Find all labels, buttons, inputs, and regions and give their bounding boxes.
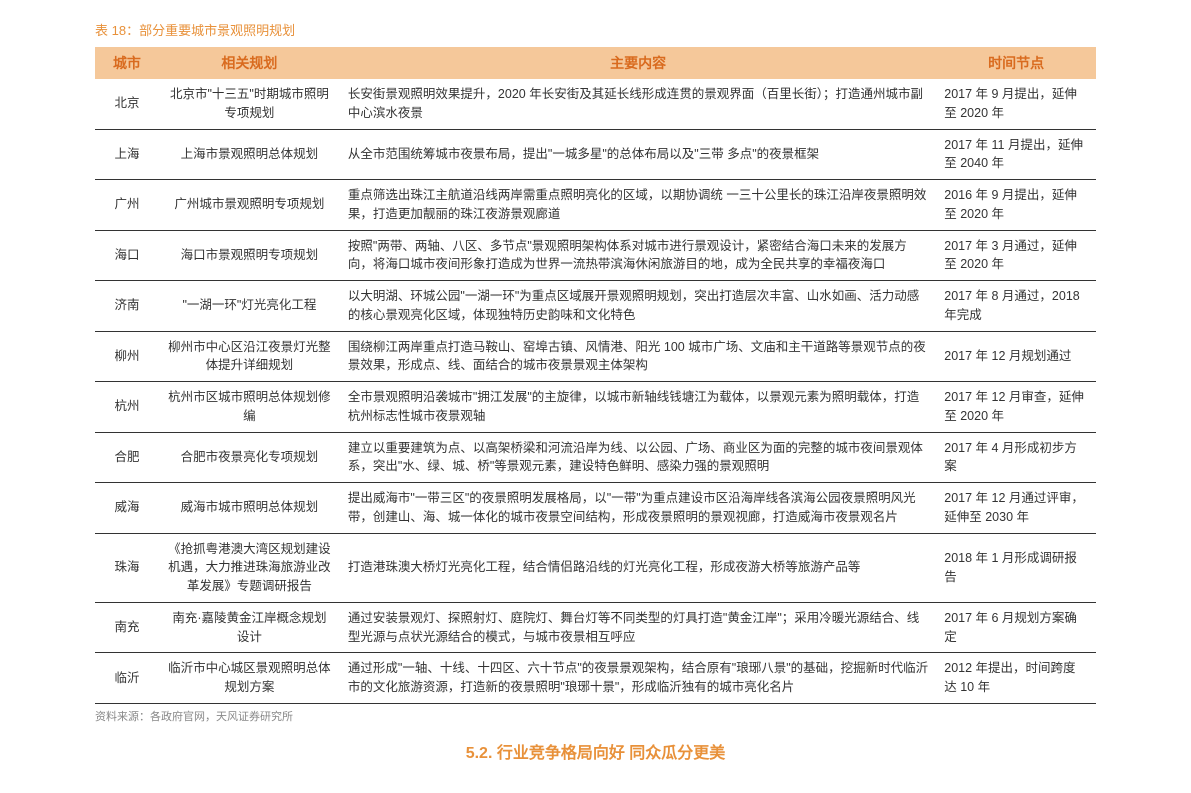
cell-city: 威海: [95, 483, 159, 534]
table-row: 济南"一湖一环"灯光亮化工程以大明湖、环城公园"一湖一环"为重点区域展开景观照明…: [95, 281, 1096, 332]
cell-time: 2012 年提出，时间跨度达 10 年: [936, 653, 1096, 704]
cell-time: 2016 年 9 月提出，延伸至 2020 年: [936, 180, 1096, 231]
cell-plan: 海口市景观照明专项规划: [159, 230, 340, 281]
cell-city: 合肥: [95, 432, 159, 483]
table-row: 柳州柳州市中心区沿江夜景灯光整体提升详细规划围绕柳江两岸重点打造马鞍山、窑埠古镇…: [95, 331, 1096, 382]
cell-content: 通过安装景观灯、探照射灯、庭院灯、舞台灯等不同类型的灯具打造"黄金江岸"；采用冷…: [340, 602, 936, 653]
header-content: 主要内容: [340, 47, 936, 79]
cell-city: 北京: [95, 79, 159, 129]
cell-city: 海口: [95, 230, 159, 281]
source-note: 资料来源：各政府官网，天风证券研究所: [95, 708, 1096, 724]
cell-plan: "一湖一环"灯光亮化工程: [159, 281, 340, 332]
cell-time: 2017 年 6 月规划方案确定: [936, 602, 1096, 653]
cell-city: 广州: [95, 180, 159, 231]
cell-plan: 北京市"十三五"时期城市照明专项规划: [159, 79, 340, 129]
cell-content: 建立以重要建筑为点、以高架桥梁和河流沿岸为线、以公园、广场、商业区为面的完整的城…: [340, 432, 936, 483]
cell-content: 通过形成"一轴、十线、十四区、六十节点"的夜景景观架构，结合原有"琅琊八景"的基…: [340, 653, 936, 704]
table-row: 南充南充·嘉陵黄金江岸概念规划设计通过安装景观灯、探照射灯、庭院灯、舞台灯等不同…: [95, 602, 1096, 653]
cell-plan: 威海市城市照明总体规划: [159, 483, 340, 534]
city-lighting-table: 城市 相关规划 主要内容 时间节点 北京北京市"十三五"时期城市照明专项规划长安…: [95, 47, 1096, 704]
cell-plan: 合肥市夜景亮化专项规划: [159, 432, 340, 483]
cell-time: 2017 年 8 月通过，2018 年完成: [936, 281, 1096, 332]
cell-time: 2018 年 1 月形成调研报告: [936, 533, 1096, 602]
cell-plan: 《抢抓粤港澳大湾区规划建设机遇，大力推进珠海旅游业改革发展》专题调研报告: [159, 533, 340, 602]
cell-content: 提出威海市"一带三区"的夜景照明发展格局，以"一带"为重点建设市区沿海岸线各滨海…: [340, 483, 936, 534]
cell-content: 以大明湖、环城公园"一湖一环"为重点区域展开景观照明规划，突出打造层次丰富、山水…: [340, 281, 936, 332]
cell-city: 临沂: [95, 653, 159, 704]
cell-city: 杭州: [95, 382, 159, 433]
table-header-row: 城市 相关规划 主要内容 时间节点: [95, 47, 1096, 79]
cell-city: 柳州: [95, 331, 159, 382]
cell-plan: 广州城市景观照明专项规划: [159, 180, 340, 231]
header-plan: 相关规划: [159, 47, 340, 79]
table-row: 珠海《抢抓粤港澳大湾区规划建设机遇，大力推进珠海旅游业改革发展》专题调研报告打造…: [95, 533, 1096, 602]
cell-time: 2017 年 11 月提出，延伸至 2040 年: [936, 129, 1096, 180]
cell-content: 打造港珠澳大桥灯光亮化工程，结合情侣路沿线的灯光亮化工程，形成夜游大桥等旅游产品…: [340, 533, 936, 602]
cell-content: 按照"两带、两轴、八区、多节点"景观照明架构体系对城市进行景观设计，紧密结合海口…: [340, 230, 936, 281]
table-title: 表 18：部分重要城市景观照明规划: [95, 20, 1096, 39]
cell-plan: 柳州市中心区沿江夜景灯光整体提升详细规划: [159, 331, 340, 382]
cell-content: 围绕柳江两岸重点打造马鞍山、窑埠古镇、风情港、阳光 100 城市广场、文庙和主干…: [340, 331, 936, 382]
table-row: 杭州杭州市区城市照明总体规划修编全市景观照明沿袭城市"拥江发展"的主旋律，以城市…: [95, 382, 1096, 433]
cell-content: 全市景观照明沿袭城市"拥江发展"的主旋律，以城市新轴线钱塘江为载体，以景观元素为…: [340, 382, 936, 433]
table-row: 海口海口市景观照明专项规划按照"两带、两轴、八区、多节点"景观照明架构体系对城市…: [95, 230, 1096, 281]
cell-plan: 上海市景观照明总体规划: [159, 129, 340, 180]
cell-plan: 杭州市区城市照明总体规划修编: [159, 382, 340, 433]
table-row: 广州广州城市景观照明专项规划重点筛选出珠江主航道沿线两岸需重点照明亮化的区域，以…: [95, 180, 1096, 231]
header-time: 时间节点: [936, 47, 1096, 79]
cell-city: 珠海: [95, 533, 159, 602]
table-row: 合肥合肥市夜景亮化专项规划建立以重要建筑为点、以高架桥梁和河流沿岸为线、以公园、…: [95, 432, 1096, 483]
cell-plan: 临沂市中心城区景观照明总体规划方案: [159, 653, 340, 704]
cell-time: 2017 年 12 月通过评审，延伸至 2030 年: [936, 483, 1096, 534]
cell-plan: 南充·嘉陵黄金江岸概念规划设计: [159, 602, 340, 653]
table-row: 临沂临沂市中心城区景观照明总体规划方案通过形成"一轴、十线、十四区、六十节点"的…: [95, 653, 1096, 704]
cell-city: 南充: [95, 602, 159, 653]
cell-city: 济南: [95, 281, 159, 332]
cell-content: 长安街景观照明效果提升，2020 年长安街及其延长线形成连贯的景观界面（百里长街…: [340, 79, 936, 129]
table-row: 上海上海市景观照明总体规划从全市范围统筹城市夜景布局，提出"一城多星"的总体布局…: [95, 129, 1096, 180]
section-heading: 5.2. 行业竞争格局向好 同众瓜分更美: [95, 739, 1096, 763]
cell-content: 重点筛选出珠江主航道沿线两岸需重点照明亮化的区域，以期协调统 一三十公里长的珠江…: [340, 180, 936, 231]
cell-time: 2017 年 12 月审查，延伸至 2020 年: [936, 382, 1096, 433]
cell-time: 2017 年 4 月形成初步方案: [936, 432, 1096, 483]
header-city: 城市: [95, 47, 159, 79]
cell-time: 2017 年 3 月通过，延伸至 2020 年: [936, 230, 1096, 281]
cell-time: 2017 年 9 月提出，延伸至 2020 年: [936, 79, 1096, 129]
table-row: 北京北京市"十三五"时期城市照明专项规划长安街景观照明效果提升，2020 年长安…: [95, 79, 1096, 129]
cell-content: 从全市范围统筹城市夜景布局，提出"一城多星"的总体布局以及"三带 多点"的夜景框…: [340, 129, 936, 180]
table-row: 威海威海市城市照明总体规划提出威海市"一带三区"的夜景照明发展格局，以"一带"为…: [95, 483, 1096, 534]
cell-city: 上海: [95, 129, 159, 180]
cell-time: 2017 年 12 月规划通过: [936, 331, 1096, 382]
